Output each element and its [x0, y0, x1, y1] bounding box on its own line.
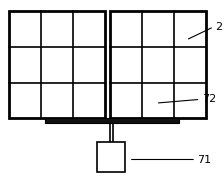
Text: 2: 2 — [215, 22, 222, 32]
Bar — [9, 11, 105, 118]
Bar — [110, 11, 206, 118]
Text: 71: 71 — [197, 155, 211, 165]
Bar — [45, 118, 179, 123]
Bar — [97, 142, 125, 172]
Text: 72: 72 — [202, 94, 216, 104]
